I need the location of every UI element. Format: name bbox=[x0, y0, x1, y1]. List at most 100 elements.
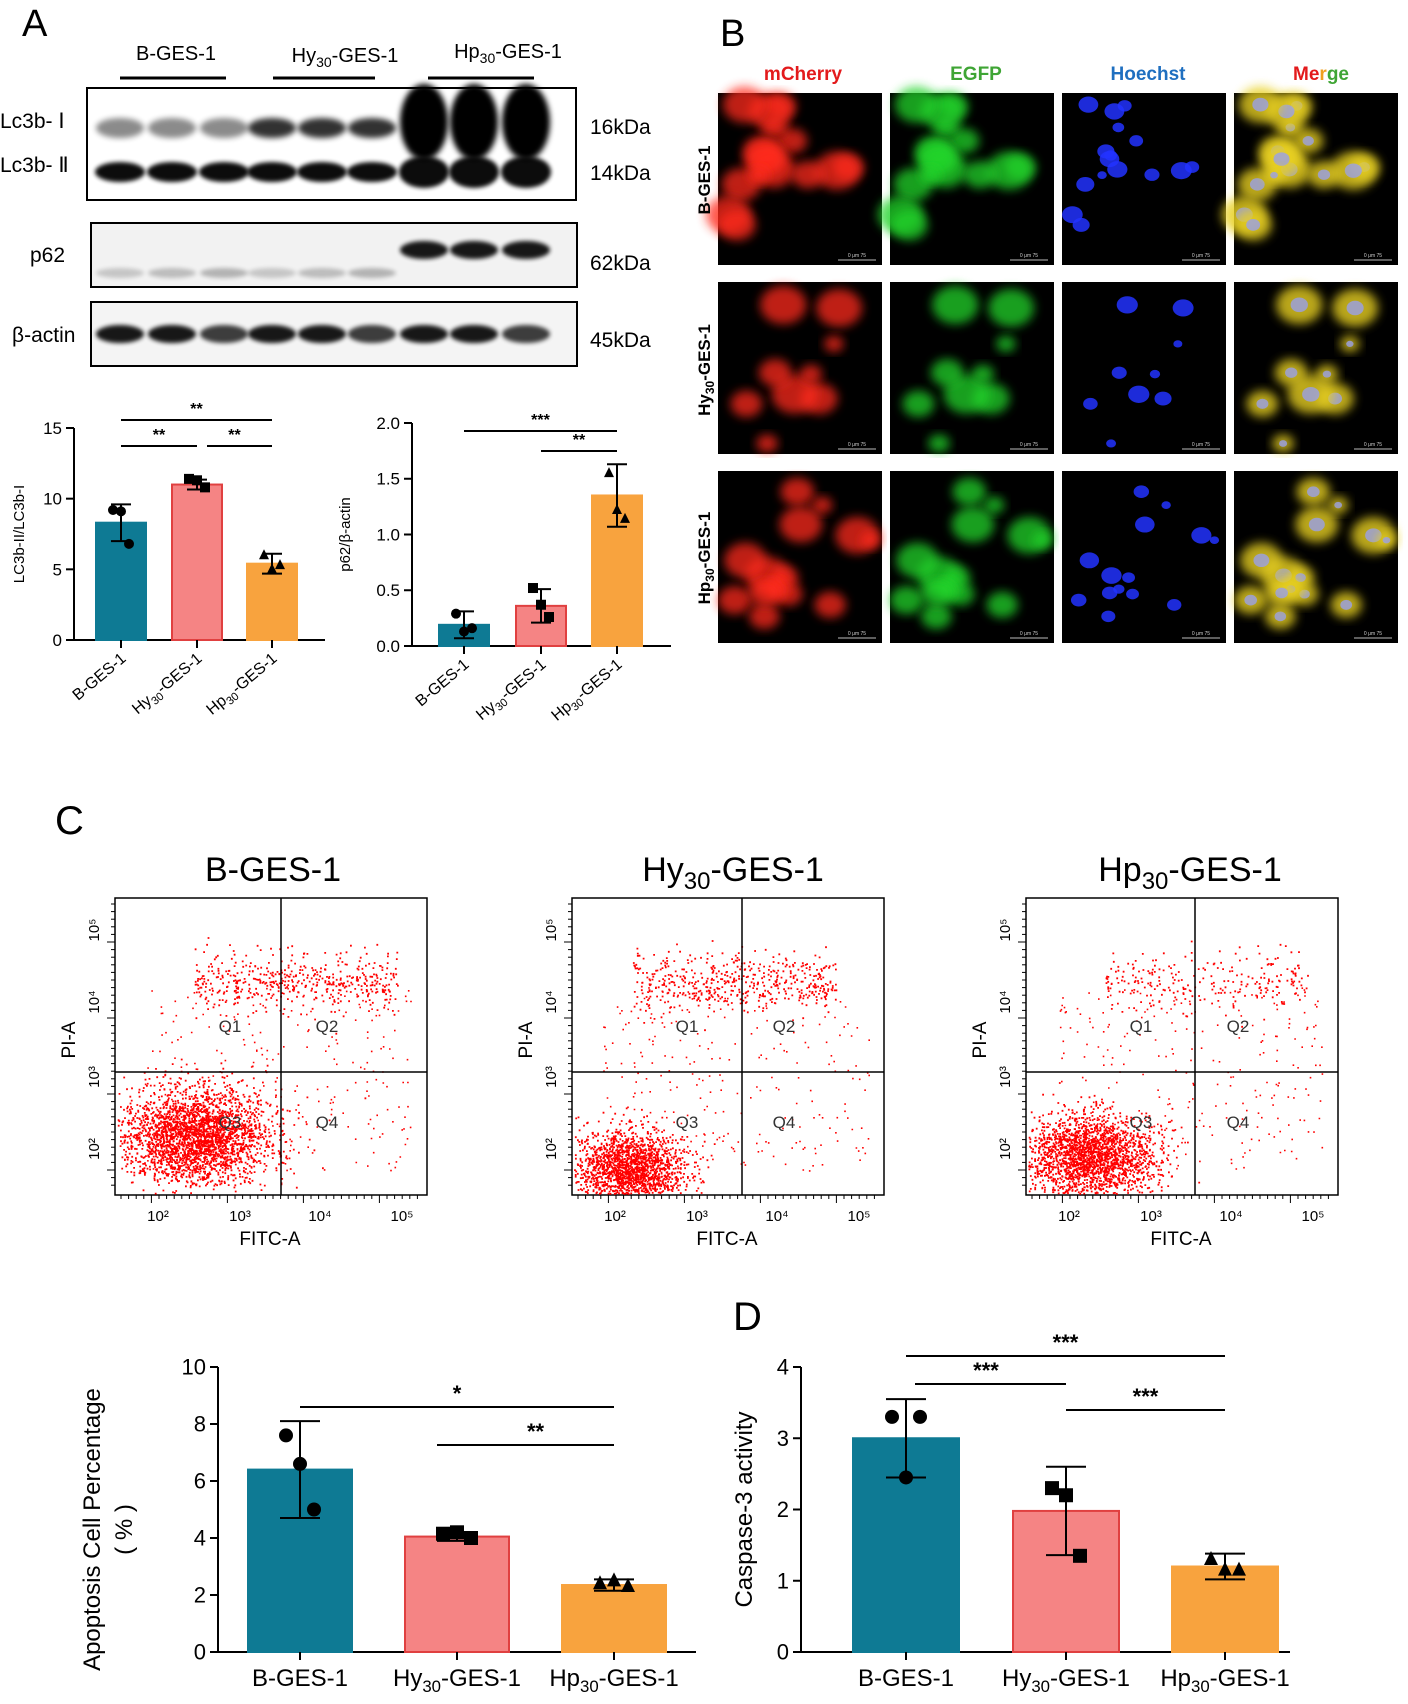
nucleus bbox=[1295, 573, 1306, 583]
y-tick-label: 0.5 bbox=[376, 581, 400, 600]
nucleus bbox=[1340, 599, 1353, 610]
cell-signal bbox=[748, 578, 783, 607]
quadrant-label: Q3 bbox=[676, 1113, 699, 1132]
nucleus bbox=[1274, 611, 1287, 622]
nucleus bbox=[1209, 536, 1220, 544]
fluorescence-tiles: 0 μm 75 0 μm 75 0 μm 75 0 μm 75 0 μm 75 0 μm … bbox=[705, 86, 1398, 643]
scale-bar-label: 0 μm 75 bbox=[1364, 442, 1382, 448]
cell-signal bbox=[896, 542, 939, 579]
p62-band bbox=[400, 241, 448, 259]
nucleus bbox=[1070, 593, 1087, 607]
fluorescence-tile: 0 μm 75 bbox=[1062, 93, 1226, 265]
x-tick-label: 10² bbox=[1058, 1208, 1080, 1225]
nucleus bbox=[1317, 169, 1331, 180]
nucleus bbox=[1302, 386, 1320, 402]
nucleus bbox=[1167, 598, 1182, 611]
nucleus bbox=[1279, 440, 1288, 447]
flow-plots: Q1 Q2 Q3 Q4 10² 10³ 10⁴ 10⁵ 10² 10³ 10⁴ 10⁵ FITC-A PI… bbox=[59, 897, 1339, 1250]
nucleus bbox=[1278, 104, 1295, 119]
nucleus bbox=[1128, 385, 1150, 403]
flow-title: Hy30-GES-1 bbox=[642, 851, 824, 895]
y-axis-label: p62/β-actin bbox=[337, 497, 354, 572]
p62-label: p62 bbox=[30, 244, 65, 267]
p62-bands bbox=[96, 241, 550, 278]
nucleus bbox=[1172, 299, 1194, 317]
lc3-bands bbox=[95, 84, 551, 188]
y-tick-label: 10⁴ bbox=[86, 990, 103, 1013]
y-axis-label: PI-A bbox=[59, 1021, 80, 1058]
fluorescence-tile: 0 μm 75 bbox=[890, 282, 1054, 454]
cell-signal bbox=[971, 364, 995, 384]
actin-band bbox=[298, 325, 346, 343]
actin-band bbox=[450, 325, 498, 343]
y-tick-label: 1 bbox=[777, 1568, 789, 1593]
x-tick-label: Hp30-GES-1 bbox=[549, 656, 628, 727]
x-tick-label: B-GES-1 bbox=[858, 1665, 954, 1692]
cell-signal bbox=[748, 603, 780, 630]
data-point bbox=[200, 482, 210, 493]
actin-band bbox=[502, 325, 550, 343]
plot-frame bbox=[571, 897, 885, 1196]
actin-band bbox=[200, 325, 248, 343]
bar bbox=[171, 483, 223, 641]
actin-band bbox=[248, 325, 296, 343]
significance-label: ** bbox=[228, 427, 241, 444]
bar bbox=[95, 521, 147, 642]
flow-events bbox=[117, 937, 412, 1195]
data-point bbox=[436, 1526, 450, 1541]
actin-label: β-actin bbox=[12, 324, 75, 347]
fluorescence-tile: 0 μm 75 bbox=[1062, 282, 1226, 454]
data-point bbox=[621, 1578, 635, 1593]
actin-band bbox=[348, 325, 396, 343]
lc3-i-band bbox=[96, 118, 144, 138]
flow-title: B-GES-1 bbox=[205, 851, 341, 889]
cell-signal bbox=[963, 161, 997, 189]
nucleus bbox=[1104, 103, 1125, 120]
y-tick-label: 3 bbox=[777, 1426, 789, 1451]
actin-band bbox=[96, 325, 144, 343]
quadrant-label: Q3 bbox=[1130, 1113, 1153, 1132]
lc3-ii-band bbox=[501, 156, 551, 188]
data-point bbox=[267, 563, 277, 574]
nucleus bbox=[1129, 135, 1144, 147]
nucleus bbox=[1307, 486, 1320, 498]
nucleus bbox=[1249, 178, 1265, 191]
cell-signal bbox=[718, 209, 756, 241]
cell-signal bbox=[722, 86, 766, 123]
p62-band bbox=[248, 268, 296, 278]
fluorescence-tile: 0 μm 75 bbox=[1221, 86, 1398, 265]
x-tick-label: Hy30-GES-1 bbox=[393, 1665, 521, 1696]
x-tick-label: 10² bbox=[604, 1208, 626, 1225]
nucleus bbox=[1253, 553, 1270, 568]
nucleus bbox=[1126, 588, 1139, 600]
quadrant-label: Q1 bbox=[676, 1017, 699, 1036]
data-point bbox=[1232, 1561, 1246, 1576]
x-tick-label: Hy30-GES-1 bbox=[129, 650, 207, 720]
cell-signal bbox=[756, 434, 778, 453]
nucleus bbox=[1111, 366, 1127, 379]
flow-plot: Q1 Q2 Q3 Q4 10² 10³ 10⁴ 10⁵ 10² 10³ 10⁴ 10⁵ FITC-A PI… bbox=[970, 897, 1339, 1250]
cell-signal bbox=[717, 586, 752, 615]
cell-signal bbox=[952, 477, 987, 506]
y-tick-label: 10 bbox=[182, 1355, 206, 1380]
nucleus bbox=[1097, 171, 1107, 180]
scale-bar-label: 0 μm 75 bbox=[848, 631, 866, 637]
lc3-ii-band bbox=[147, 162, 197, 182]
cell-signal bbox=[996, 335, 1016, 353]
y-tick-label: 1.0 bbox=[376, 525, 400, 544]
lc3-i-band bbox=[450, 84, 498, 160]
row-label: Hy30-GES-1 bbox=[695, 324, 717, 416]
actin-band bbox=[400, 325, 448, 343]
x-tick-label: B-GES-1 bbox=[413, 656, 473, 710]
y-axis-label: PI-A bbox=[970, 1021, 991, 1058]
quadrant-label: Q2 bbox=[1227, 1017, 1250, 1036]
data-point bbox=[604, 467, 614, 478]
p62-band bbox=[502, 241, 550, 259]
data-point bbox=[1045, 1481, 1059, 1496]
quadrant-label: Q2 bbox=[773, 1017, 796, 1036]
lc3-i-band bbox=[348, 118, 396, 138]
nucleus bbox=[1244, 594, 1258, 606]
y-tick-label: 0.0 bbox=[376, 637, 400, 656]
